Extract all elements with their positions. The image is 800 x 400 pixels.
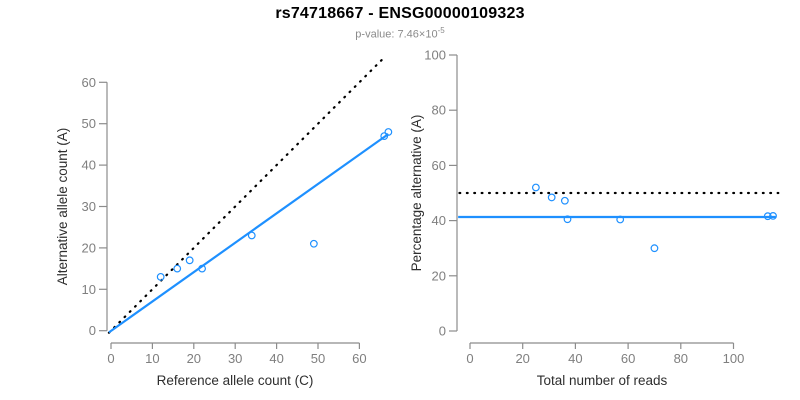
x-tick-label: 80: [674, 351, 688, 366]
y-tick-label: 0: [89, 323, 96, 338]
y-tick-label: 80: [432, 103, 446, 118]
x-tick-label: 100: [723, 351, 745, 366]
y-tick-label: 50: [82, 116, 96, 131]
data-point: [185, 256, 194, 265]
x-tick-label: 20: [515, 351, 529, 366]
allele-count-scatter: 0 10 20 30 40 50 60 0 10 20 30 40 50 60 Reference alle…: [55, 58, 393, 388]
x-tick-label: 40: [568, 351, 582, 366]
x-tick-label: 50: [311, 351, 325, 366]
x-tick-label: 40: [269, 351, 283, 366]
data-point: [156, 272, 165, 281]
y-tick-label: 20: [432, 268, 446, 283]
figure-title: rs74718667 - ENSG00000109323: [275, 5, 525, 22]
y-tick-label: 40: [432, 213, 446, 228]
data-point: [547, 193, 556, 202]
x-tick-label: 30: [228, 351, 242, 366]
y-tick-label: 30: [82, 199, 96, 214]
data-point: [560, 196, 569, 205]
y-tick-label: 100: [424, 48, 446, 63]
x-axis-title: Total number of reads: [537, 373, 668, 388]
data-point: [531, 183, 540, 192]
data-point: [763, 212, 772, 221]
pvalue-label: p-value:: [355, 28, 398, 41]
x-tick-label: 60: [352, 351, 366, 366]
y-tick-label: 60: [82, 75, 96, 90]
data-point: [616, 215, 625, 224]
x-tick-label: 20: [187, 351, 201, 366]
y-tick-label: 60: [432, 158, 446, 173]
data-point: [650, 244, 659, 253]
y-tick-label: 10: [82, 282, 96, 297]
data-point: [563, 215, 572, 224]
x-axis-title: Reference allele count (C): [157, 373, 314, 388]
y-axis-title: Percentage alternative (A): [409, 115, 424, 272]
data-point: [380, 132, 389, 141]
data-point: [247, 231, 256, 240]
data-point: [198, 264, 206, 273]
identity-line: [107, 58, 384, 334]
y-tick-label: 20: [82, 240, 96, 255]
percentage-vs-reads-scatter: 0 20 40 60 80 100 0 20 40 60 80 100 Total number of …: [409, 48, 780, 388]
pvalue-base: 7.46×10: [397, 28, 438, 41]
data-point: [173, 264, 182, 273]
data-point: [384, 128, 393, 136]
y-axis-title: Alternative allele count (A): [55, 128, 70, 286]
x-tick-label: 0: [107, 351, 114, 366]
x-tick-label: 10: [145, 351, 159, 366]
data-point: [769, 212, 777, 220]
y-tick-label: 40: [82, 158, 96, 173]
pvalue-exponent: -5: [437, 26, 445, 35]
x-tick-label: 60: [621, 351, 635, 366]
y-tick-label: 0: [439, 324, 446, 339]
pvalue-subtitle: p-value: 7.46×10-5: [0, 26, 800, 41]
figure-header: rs74718667 - ENSG00000109323 p-value: 7.…: [0, 5, 800, 41]
data-point: [309, 239, 318, 248]
x-tick-label: 0: [466, 351, 473, 366]
